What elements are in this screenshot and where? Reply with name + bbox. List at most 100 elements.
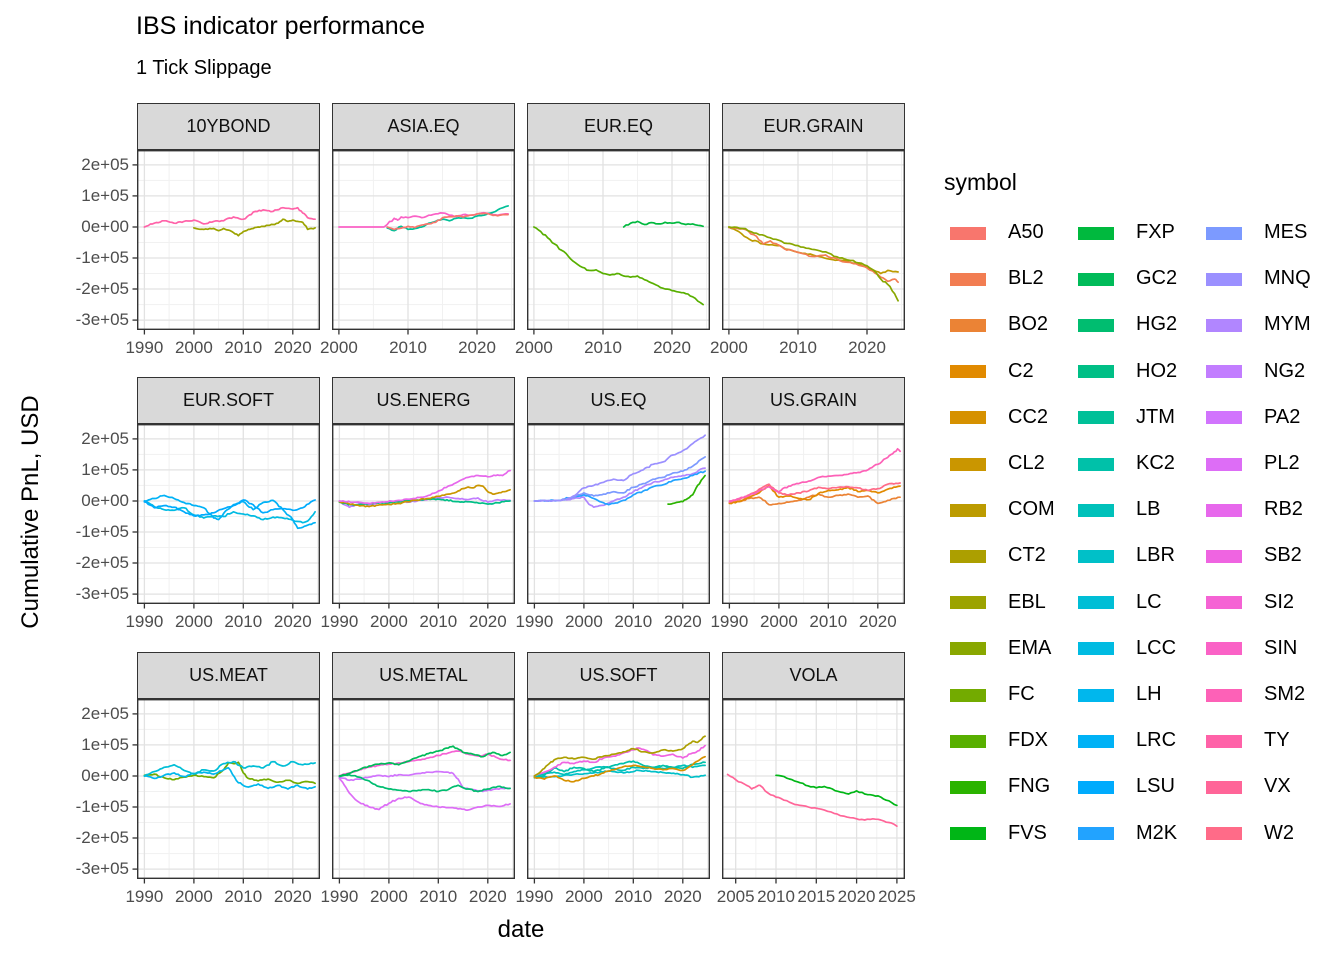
x-tick-label: 2020 [653,338,691,357]
series-line-RB2 [338,469,511,505]
x-tick-label: 2010 [224,612,263,631]
legend-label-JTM: JTM [1136,405,1175,428]
legend-swatch-MES [1206,226,1242,240]
legend-swatch-CL2 [950,457,986,471]
series-line-FDX [533,226,704,306]
legend-swatch-NG2 [1206,365,1242,379]
series-line-FNG [667,474,706,506]
facet-strip: EUR.GRAIN [722,103,905,150]
x-tick-label: 1990 [710,612,749,631]
legend-label-SI2: SI2 [1264,590,1295,613]
series-line-CL2 [338,484,511,508]
series-line-FVS [775,774,898,807]
x-tick-label: 2025 [877,887,916,906]
x-tick-label: 1990 [515,887,554,906]
facet-panel [132,150,321,335]
legend-label-LSU: LSU [1136,775,1175,798]
legend-swatch-LCC [1078,642,1114,656]
legend-swatch-LH [1078,688,1114,702]
facet-panel [526,150,711,335]
y-tick-label: 2e+05 [81,703,129,723]
series-line-LBR [533,769,706,779]
x-tick-label: 2000 [369,612,408,631]
facet-strip-label: US.EQ [590,390,647,410]
series-line-CC2 [533,755,706,783]
legend-label-CC2: CC2 [1008,405,1049,428]
legend-label-MES: MES [1264,221,1308,243]
facet-strip-label: VOLA [789,665,838,685]
series-line-GC2 [338,745,511,777]
legend-label-FVS: FVS [1008,821,1047,844]
x-tick-label: 2000 [514,338,553,357]
facet-strip-label: EUR.GRAIN [763,116,864,136]
legend-swatch-CT2 [950,549,986,563]
legend-swatch-SI2 [1206,596,1242,610]
x-tick-label: 1990 [125,887,164,906]
y-tick-label: -3e+05 [75,859,129,879]
facet-strip: EUR.SOFT [137,377,320,424]
legend-label-BL2: BL2 [1008,267,1044,290]
x-tick-label: 2020 [273,338,312,357]
series-line-SM2 [728,447,901,502]
facet-strip-label: EUR.EQ [583,116,653,136]
facet-strip: US.SOFT [527,652,710,699]
legend-label-PA2: PA2 [1264,405,1301,428]
y-tick-label: 0e+00 [81,766,129,785]
x-tick-label: 2000 [319,338,358,357]
facet-strip: VOLA [722,652,905,699]
legend-swatch-A50 [950,226,986,240]
facet-strip: ASIA.EQ [332,103,515,150]
legend-swatch-FXP [1078,226,1114,240]
facet-strip-label: US.MEAT [189,665,268,685]
x-tick-label: 1990 [320,887,359,906]
series-line-MNQ [533,434,706,502]
y-tick-label: 0e+00 [81,217,129,236]
x-tick-label: 2000 [174,887,213,906]
legend-swatch-HO2 [1078,365,1114,379]
facet-strip-label: 10YBOND [186,116,271,136]
x-tick-label: 2020 [837,887,876,906]
legend-label-MNQ: MNQ [1264,267,1311,290]
series-line-LB [533,764,706,778]
y-tick-label: -3e+05 [75,584,129,604]
x-tick-label: 2010 [614,612,653,631]
facet-panel [721,424,906,609]
x-tick-label: 2020 [468,887,507,906]
legend-label-C2: C2 [1008,359,1034,382]
x-tick-label: 2020 [273,612,312,631]
facet-strip: US.GRAIN [722,377,905,424]
legend-swatch-LBR [1078,549,1114,563]
y-tick-label: -1e+05 [75,797,129,816]
series-line-A50 [386,212,509,231]
legend-label-FDX: FDX [1008,729,1048,752]
x-tick-label: 2010 [614,887,653,906]
facet-strip-label: EUR.SOFT [182,390,274,410]
legend-label-SB2: SB2 [1264,544,1302,567]
legend-swatch-PA2 [1206,411,1242,425]
x-tick-label: 1990 [125,612,164,631]
legend-label-MYM: MYM [1264,313,1311,336]
legend-swatch-BL2 [950,272,986,286]
x-tick-label: 2010 [757,887,795,906]
x-tick-label: 2010 [584,338,622,357]
facet-panel [526,699,711,884]
legend-label-LB: LB [1136,498,1161,521]
chart-title: IBS indicator performance [136,12,426,40]
facet-strip-label: US.SOFT [579,665,658,685]
facet-panel [132,424,321,609]
legend-swatch-COM [950,503,986,517]
series-line-PL2 [338,777,511,811]
legend-swatch-GC2 [1078,272,1114,286]
y-tick-label: 1e+05 [81,734,129,754]
x-tick-label: 2020 [273,887,312,906]
series-line-VX [726,773,898,828]
legend-label-EMA: EMA [1008,636,1052,659]
legend-swatch-EMA [950,642,986,656]
legend-swatch-FVS [950,827,986,841]
legend-label-SM2: SM2 [1264,683,1306,705]
legend-label-FC: FC [1008,683,1035,705]
legend-label-LBR: LBR [1136,544,1175,567]
x-tick-label: 2010 [224,338,263,357]
legend-label-LH: LH [1136,683,1162,705]
series-line-LH [143,767,316,790]
